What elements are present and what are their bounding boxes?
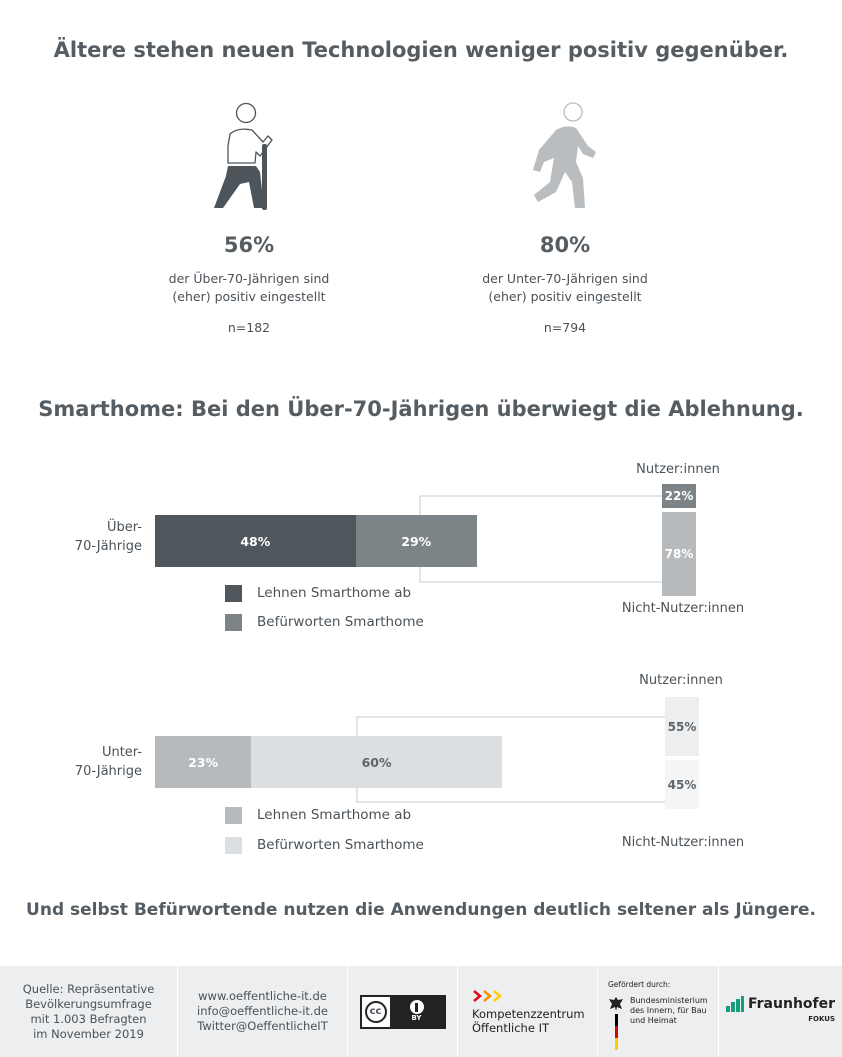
stat-desc-right-line2: (eher) positiv eingestellt	[488, 289, 642, 304]
federal-eagle-icon	[609, 997, 623, 1011]
footer-fokus: FOKUS	[808, 1015, 836, 1023]
footer-kompetenz-line2: Öffentliche IT	[472, 1020, 549, 1035]
footer-web-link[interactable]: www.oeffentliche-it.de	[198, 989, 327, 1003]
chart1-breakdown-bottom-label: Nicht-Nutzer:innen	[621, 601, 745, 616]
chart2-breakdown-users: 55%	[665, 697, 699, 757]
footer-bmi-line3: und Heimat	[630, 1016, 677, 1025]
chart1-breakdown-nonusers: 78%	[662, 511, 696, 596]
chart2-bar-segment-reject: 23%	[155, 736, 252, 788]
chart2-legend-swatch-reject	[225, 807, 242, 824]
footer-source-line4: im November 2019	[33, 1026, 144, 1041]
footer-contact: www.oeffentliche-it.de info@oeffentliche…	[178, 966, 347, 1057]
stat-desc-right-line1: der Unter-70-Jährigen sind	[482, 271, 648, 286]
cc-by-label: BY	[411, 1014, 422, 1022]
footer-bmi-line2: des Innern, für Bau	[630, 1006, 707, 1015]
german-flag-bar	[614, 1014, 618, 1050]
chart1-legend-swatch-reject	[225, 585, 242, 602]
chart2-legend-swatch-approve	[225, 837, 242, 854]
footer-source: Quelle: Repräsentative Bevölkerungsumfra…	[0, 966, 177, 1057]
chart2-bar: 23% 60%	[155, 736, 502, 788]
chart1-breakdown-users: 22%	[662, 484, 696, 508]
footer-bmi-line1: Bundesministerium	[630, 996, 708, 1005]
fraunhofer-logo-icon	[725, 996, 744, 1012]
chart1-category-label: Über- 70-Jährige	[62, 518, 142, 556]
chart1-bar-label-reject: 48%	[240, 533, 271, 549]
footer-license: cc BY	[348, 966, 457, 1057]
attribution-person-icon	[409, 1000, 424, 1014]
chart1-bar-segment-approve: 29%	[355, 515, 477, 567]
chart2-breakdown-bottom-label: Nicht-Nutzer:innen	[621, 835, 745, 850]
elderly-person-with-cane-icon	[214, 102, 273, 210]
chart2-legend-label-reject: Lehnen Smarthome ab	[257, 807, 412, 823]
stat-percent-left: 56%	[223, 233, 275, 257]
chart1-legend-label-approve: Befürworten Smarthome	[257, 614, 424, 630]
chart1-breakdown-stack: 22% 78%	[662, 484, 696, 596]
headline-bottom: Und selbst Befürwortende nutzen die Anwe…	[26, 900, 816, 920]
chart2-breakdown-users-label: 55%	[667, 719, 697, 734]
headline-smarthome: Smarthome: Bei den Über-70-Jährigen über…	[38, 397, 804, 421]
footer: Quelle: Repräsentative Bevölkerungsumfra…	[0, 966, 842, 1057]
chart2-category-label: Unter- 70-Jährige	[62, 743, 142, 781]
chart1-bar-segment-reject: 48%	[155, 515, 356, 567]
cc-icon: cc	[364, 1000, 387, 1023]
stat-n-right: n=794	[543, 320, 587, 335]
footer-fraunhofer: Fraunhofer FOKUS	[719, 966, 842, 1057]
footer-fraunhofer-name: Fraunhofer	[747, 995, 836, 1012]
footer-twitter-link[interactable]: Twitter@OeffentlicheIT	[197, 1019, 328, 1033]
chart1-legend-swatch-approve	[225, 614, 242, 631]
footer-source-line1: Quelle: Repräsentative	[22, 981, 155, 996]
chart2-breakdown-stack: 55% 45%	[665, 697, 699, 809]
footer-source-line3: mit 1.003 Befragten	[30, 1011, 147, 1026]
chart2-connector-lines	[356, 716, 667, 803]
chart2-category-line2: 70-Jährige	[74, 764, 142, 779]
chart1-legend-label-reject: Lehnen Smarthome ab	[257, 585, 412, 601]
chart1-bar-label-approve: 29%	[401, 533, 432, 549]
chart2-breakdown-nonusers: 45%	[665, 760, 699, 809]
chart1-category-line2: 70-Jährige	[74, 539, 142, 554]
footer-kompetenzzentrum: Kompetenzzentrum Öffentliche IT	[458, 966, 597, 1057]
chart1-connector-lines	[419, 495, 663, 583]
chart1-breakdown-top-label: Nutzer:innen	[636, 462, 720, 477]
footer-source-line2: Bevölkerungsumfrage	[25, 996, 152, 1011]
footer-bmi: Gefördert durch: Bundesministerium des I…	[598, 966, 718, 1057]
chart2-breakdown-nonusers-label: 45%	[667, 777, 697, 792]
stat-percent-right: 80%	[539, 233, 591, 257]
stat-desc-left-line2: (eher) positiv eingestellt	[172, 289, 326, 304]
chart2-bar-segment-approve: 60%	[251, 736, 502, 788]
stat-desc-left-line1: der Über-70-Jährigen sind	[168, 271, 330, 286]
stat-n-left: n=182	[227, 320, 271, 335]
chart2-legend-label-approve: Befürworten Smarthome	[257, 837, 424, 853]
chart1-breakdown-nonusers-label: 78%	[664, 546, 694, 561]
footer-kompetenz-line1: Kompetenzzentrum	[472, 1006, 585, 1021]
chart2-bar-label-reject: 23%	[188, 754, 219, 770]
headline-top: Ältere stehen neuen Technologien weniger…	[53, 38, 789, 62]
footer-email-link[interactable]: info@oeffentliche-it.de	[197, 1004, 328, 1018]
chart2-bar-label-approve: 60%	[361, 754, 392, 770]
chart1-bar: 48% 29%	[155, 515, 477, 567]
walking-person-icon	[533, 102, 596, 208]
chart2-breakdown-top-label: Nutzer:innen	[639, 673, 723, 688]
chart2-category-line1: Unter-	[101, 745, 142, 760]
chart1-category-line1: Über-	[107, 520, 142, 535]
chart1-breakdown-users-label: 22%	[664, 488, 694, 503]
footer-gefoerdert: Gefördert durch:	[608, 980, 671, 989]
kompetenzzentrum-arrows-icon	[473, 989, 502, 1002]
cc-by-license-icon[interactable]: cc BY	[359, 994, 446, 1029]
